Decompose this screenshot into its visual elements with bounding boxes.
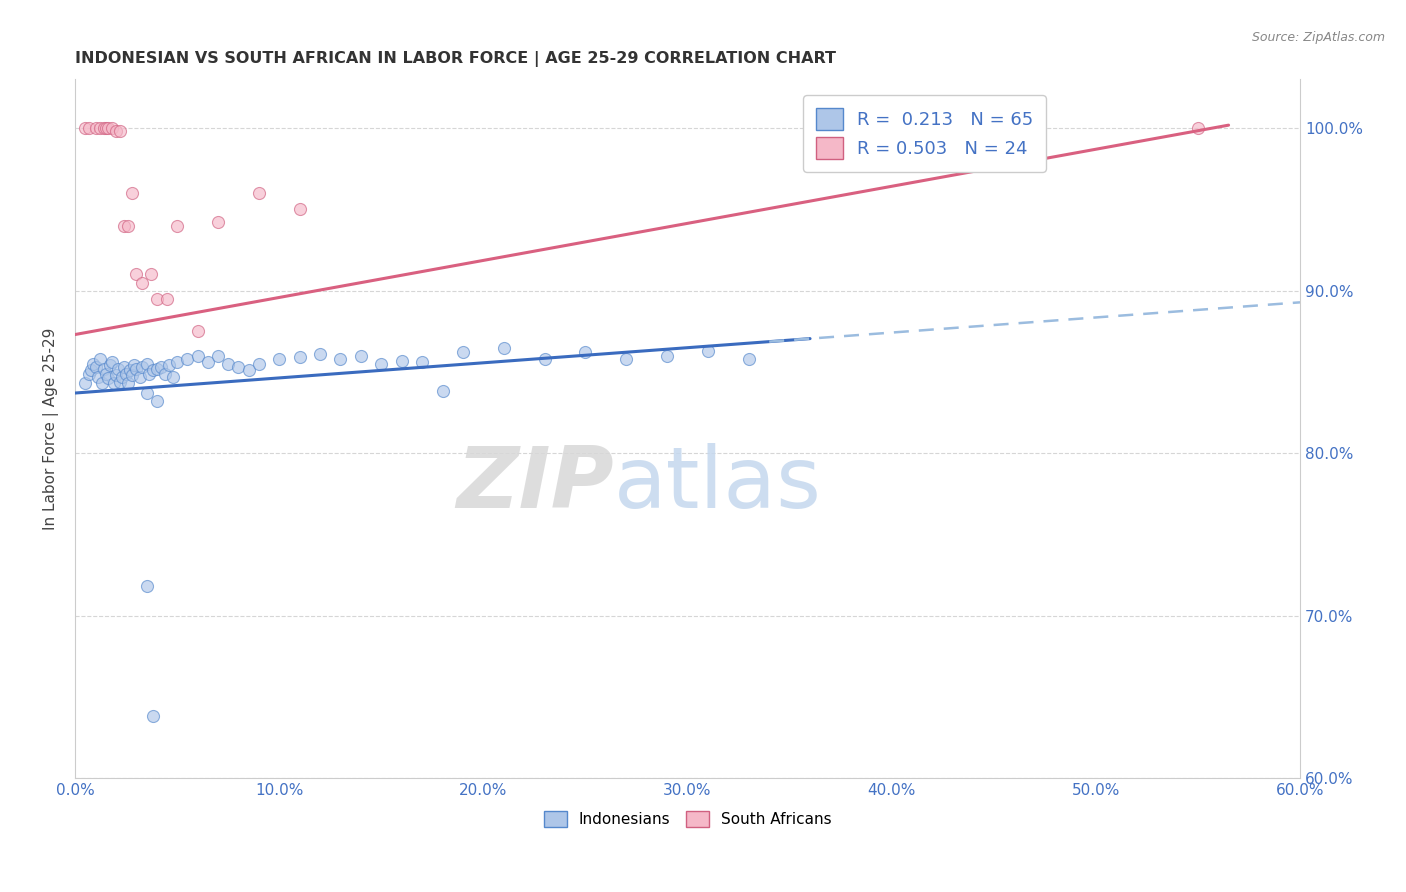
Point [107, 361, 129, 376]
Point [90, 376, 112, 391]
Point [217, 357, 239, 371]
Point [288, 351, 311, 365]
Point [432, 384, 454, 399]
Point [98, 359, 121, 373]
Point [93, 361, 115, 376]
Point [89, 351, 111, 366]
Point [207, 215, 229, 229]
Point [166, 355, 188, 369]
Point [94, 121, 117, 136]
Point [138, 367, 160, 381]
Point [391, 353, 413, 368]
Point [101, 121, 124, 136]
Point [115, 367, 138, 381]
Point [135, 386, 157, 401]
Point [79, 367, 101, 381]
Y-axis label: In Labor Force | Age 25-29: In Labor Force | Age 25-29 [44, 327, 59, 530]
Point [112, 219, 135, 233]
Point [103, 376, 125, 391]
Point [121, 186, 143, 200]
Point [149, 359, 172, 374]
Point [329, 351, 352, 366]
Point [153, 367, 176, 381]
Point [121, 368, 143, 383]
Point [104, 124, 127, 138]
Point [75, 121, 97, 136]
Point [187, 324, 209, 338]
Point [288, 202, 311, 217]
Point [614, 351, 637, 366]
Point [269, 351, 291, 366]
Point [142, 709, 165, 723]
Point [117, 376, 139, 391]
Point [309, 347, 332, 361]
Point [166, 219, 188, 233]
Point [370, 357, 392, 371]
Point [94, 367, 117, 381]
Point [97, 121, 120, 136]
Point [82, 357, 104, 371]
Point [80, 363, 103, 377]
Point [125, 361, 148, 376]
Text: ZIP: ZIP [457, 443, 614, 526]
Point [142, 363, 165, 377]
Legend: Indonesians, South Africans: Indonesians, South Africans [537, 805, 838, 833]
Point [135, 357, 157, 371]
Point [655, 349, 678, 363]
Point [89, 121, 111, 136]
Point [492, 341, 515, 355]
Point [97, 371, 120, 385]
Point [187, 349, 209, 363]
Point [156, 292, 179, 306]
Point [162, 369, 184, 384]
Point [533, 351, 555, 366]
Point [411, 355, 433, 369]
Text: INDONESIAN VS SOUTH AFRICAN IN LABOR FORCE | AGE 25-29 CORRELATION CHART: INDONESIAN VS SOUTH AFRICAN IN LABOR FOR… [75, 51, 837, 67]
Point [104, 368, 127, 383]
Point [129, 369, 152, 384]
Point [84, 121, 107, 136]
Point [79, 121, 101, 136]
Point [145, 394, 167, 409]
Point [451, 345, 474, 359]
Point [75, 376, 97, 391]
Point [131, 276, 153, 290]
Point [238, 363, 260, 377]
Point [101, 355, 124, 369]
Text: Source: ZipAtlas.com: Source: ZipAtlas.com [1251, 31, 1385, 45]
Point [738, 351, 761, 366]
Point [139, 268, 162, 282]
Point [111, 369, 134, 384]
Point [131, 359, 153, 374]
Text: atlas: atlas [614, 443, 823, 526]
Point [247, 357, 270, 371]
Point [197, 355, 219, 369]
Point [93, 121, 115, 136]
Point [247, 186, 270, 200]
Point [108, 375, 131, 389]
Point [112, 359, 135, 374]
Point [350, 349, 373, 363]
Point [207, 349, 229, 363]
Point [574, 345, 596, 359]
Point [117, 219, 139, 233]
Point [120, 363, 142, 377]
Point [1187, 121, 1209, 136]
Point [86, 369, 108, 384]
Point [84, 359, 107, 374]
Point [145, 292, 167, 306]
Point [135, 579, 157, 593]
Point [228, 359, 250, 374]
Point [108, 124, 131, 138]
Point [125, 268, 148, 282]
Point [124, 359, 146, 373]
Point [157, 359, 180, 373]
Point [697, 343, 720, 358]
Point [145, 361, 167, 376]
Point [176, 351, 198, 366]
